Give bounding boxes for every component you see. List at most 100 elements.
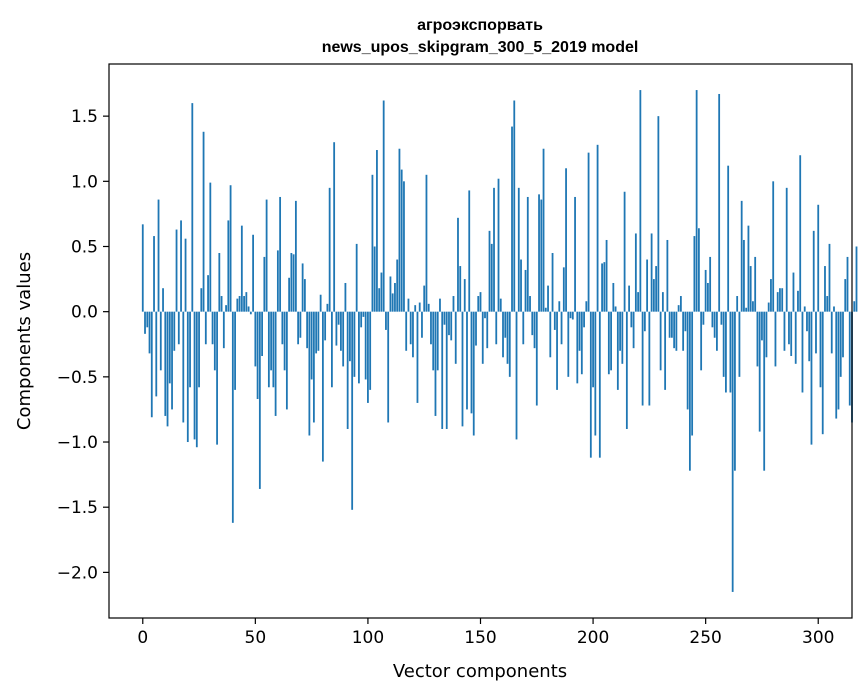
bar-87 [337,311,340,325]
bar-50 [254,311,257,367]
bar-27 [202,131,205,312]
bar-19 [184,238,187,312]
bar-149 [477,296,480,312]
x-tick-label: 250 [689,628,721,648]
bar-140 [457,217,459,312]
bar-60 [276,250,279,312]
bar-299 [815,311,817,354]
bar-48 [249,311,252,315]
bar-127 [427,303,430,312]
bar-160 [502,311,504,358]
bar-97 [360,311,363,328]
bar-168 [520,259,522,312]
y-tick-label: 0.5 [71,237,98,257]
bar-246 [695,90,698,312]
bar-206 [605,239,608,312]
bar-266 [740,200,743,312]
bar-282 [776,292,779,312]
bar-137 [450,311,453,341]
bar-203 [598,311,601,458]
bar-253 [711,311,714,328]
bar-114 [398,148,401,312]
bar-297 [810,311,813,445]
bar-244 [691,311,694,436]
y-axis-ticks: −2.0 −1.5 −1.0 −0.5 0.0 0.5 1.0 1.5 [57,107,109,583]
bar-62 [281,311,284,345]
bar-196 [583,311,585,328]
bar-180 [547,285,549,312]
bar-56 [267,311,270,388]
bar-40 [231,311,234,523]
bar-304 [826,296,829,312]
y-tick-label: 1.0 [71,172,98,192]
bar-261 [729,311,732,393]
bar-293 [801,311,804,393]
bar-85 [333,142,336,312]
bar-0 [141,224,144,312]
bar-101 [369,311,372,390]
bar-144 [466,311,468,410]
bar-259 [725,311,727,393]
x-axis-ticks: 0 50 100 150 200 250 300 [137,618,834,648]
bar-68 [294,200,297,312]
bar-240 [682,311,685,351]
bar-139 [454,311,457,364]
x-tick-label: 300 [802,628,834,648]
bar-192 [574,196,576,312]
bar-256 [718,93,721,312]
bar-98 [362,311,365,317]
bar-63 [283,311,286,371]
bar-265 [738,311,741,377]
bar-25 [198,311,200,388]
bar-226 [650,233,653,312]
bar-268 [745,307,748,312]
bar-129 [432,311,435,371]
bar-235 [670,311,673,338]
bar-251 [707,282,709,312]
bar-58 [272,311,275,388]
bar-106 [380,272,383,312]
bar-187 [562,267,565,312]
bar-42 [236,298,239,312]
bar-296 [808,311,811,362]
bar-4 [150,311,153,418]
y-tick-label: 0.0 [71,303,98,323]
bar-182 [551,253,554,312]
bar-285 [783,311,786,351]
bar-157 [495,311,498,345]
bar-75 [310,311,313,380]
x-tick-label: 100 [352,628,384,648]
bars-group [141,90,858,592]
bar-269 [747,225,750,312]
bar-218 [632,311,635,349]
bar-233 [666,239,669,312]
bar-79 [319,294,322,312]
bar-22 [191,103,194,312]
bar-173 [531,311,534,336]
bar-205 [603,262,606,312]
bar-65 [288,277,291,312]
bar-76 [312,311,315,423]
bar-262 [731,311,734,592]
bar-10 [164,311,167,416]
x-axis-label: Vector components [393,661,567,682]
bar-69 [297,311,300,345]
bar-247 [698,228,700,312]
bar-179 [544,307,547,312]
bar-6 [155,311,158,397]
bar-51 [256,311,259,400]
bar-287 [788,311,790,345]
bar-61 [279,196,282,312]
bar-119 [409,311,412,345]
bar-77 [315,311,318,354]
bar-212 [619,311,621,351]
bar-8 [159,311,162,371]
bar-159 [499,298,502,312]
bar-202 [596,144,599,312]
bar-303 [824,266,826,312]
bar-290 [794,311,797,364]
bar-194 [578,311,581,351]
y-tick-label: −0.5 [57,368,98,388]
bar-162 [506,311,509,364]
bar-20 [186,311,189,443]
